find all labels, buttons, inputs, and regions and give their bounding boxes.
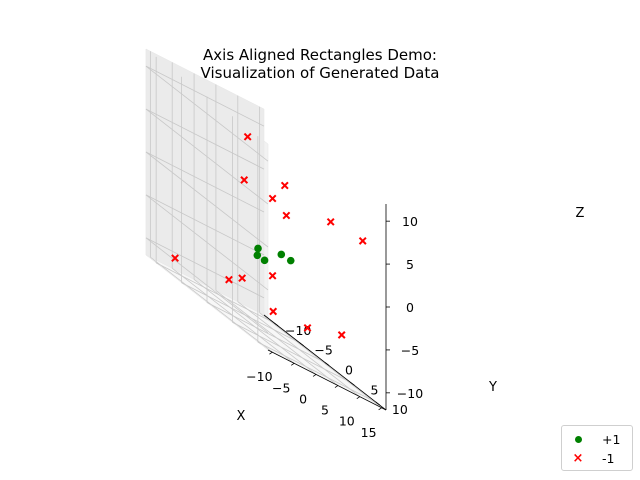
- legend-label: -1: [602, 450, 615, 466]
- x-axis-line: [267, 349, 387, 411]
- grid-lines: [145, 51, 382, 409]
- axis-panes: [145, 48, 387, 411]
- z-tick-label: 10: [402, 214, 418, 229]
- data-point-negative-stroke: [240, 176, 249, 184]
- grid-line-z-back: [145, 237, 265, 299]
- y-tick-label: 5: [370, 382, 378, 397]
- z-axis-label: Z: [576, 206, 585, 221]
- grid-line-z-back: [145, 108, 265, 170]
- chart-title-line2: Visualization of Generated Data: [200, 64, 440, 82]
- data-point-negative-stroke: [238, 274, 247, 283]
- circle-marker-icon: [574, 435, 582, 443]
- data-point-negative-stroke: [225, 275, 233, 284]
- data-point-negative: [269, 307, 278, 316]
- data-point-positive: [254, 244, 262, 253]
- data-point-positive: [260, 256, 269, 265]
- x-tick-mark: [356, 396, 360, 399]
- grid-line-y-floor: [232, 321, 351, 383]
- grid-line-z-left: [145, 151, 269, 248]
- data-point-negative-stroke: [268, 194, 277, 203]
- y-tick-label: −5: [314, 343, 332, 358]
- data-point-negative: [303, 323, 312, 332]
- data-point-negative: [225, 275, 233, 284]
- data-point-negative-stroke: [358, 237, 367, 245]
- data-point-negative: [268, 194, 277, 203]
- legend: +1 × -1: [561, 425, 633, 471]
- data-point-negative: [243, 132, 252, 141]
- x-tick-mark: [269, 351, 273, 355]
- z-tick-label: −10: [397, 386, 423, 401]
- legend-label: +1: [602, 431, 621, 447]
- x-tick-label: 5: [321, 403, 329, 418]
- data-point-negative-stroke: [326, 217, 335, 226]
- chart-title-line1: Axis Aligned Rectangles Demo:: [203, 46, 437, 64]
- x-tick-mark: [312, 374, 317, 377]
- y-tick-mark: [273, 322, 279, 327]
- z-tick-label: 0: [406, 300, 414, 315]
- x-marker-icon: ×: [572, 450, 584, 466]
- y-tick-mark: [375, 401, 381, 406]
- data-point-positive: [277, 250, 286, 259]
- grid-line-z-left: [145, 237, 269, 334]
- data-point-negative: [337, 331, 346, 339]
- x-tick-mark: [334, 385, 339, 388]
- x-tick-label: −10: [246, 369, 272, 384]
- grid-line-z-left: [145, 108, 269, 205]
- grid-line-z-left: [145, 65, 269, 162]
- x-tick-mark: [378, 407, 382, 411]
- grid-line-y-floor: [181, 282, 300, 344]
- data-point-negative: [240, 176, 249, 184]
- data-point-negative: [238, 274, 247, 283]
- grid-line-y-floor: [206, 302, 326, 363]
- grid-line-z-back: [145, 151, 265, 213]
- z-tick-label: −5: [401, 343, 419, 358]
- y-tick-mark: [324, 362, 330, 366]
- y-tick-mark: [299, 342, 304, 347]
- x-tick-mark: [291, 363, 295, 366]
- x-tick-label: 0: [299, 391, 307, 406]
- y-axis-label: Y: [488, 380, 497, 395]
- y-tick-mark: [350, 381, 355, 386]
- chart-title: Axis Aligned Rectangles Demo: Visualizat…: [0, 46, 640, 82]
- axis-lines: [263, 204, 387, 411]
- legend-entry-positive: +1: [568, 430, 620, 448]
- data-point-negative: [358, 237, 367, 245]
- data-point-negative-stroke: [303, 323, 312, 332]
- grid-line-z-back: [145, 194, 265, 256]
- data-point-negative-stroke: [269, 307, 278, 316]
- grid-line-z-left: [145, 194, 269, 291]
- x-tick-label: −5: [272, 380, 290, 395]
- x-tick-label: 15: [361, 425, 377, 440]
- data-point-negative: [171, 254, 179, 263]
- data-point-negative-stroke: [243, 132, 252, 141]
- data-point-negative: [282, 211, 291, 220]
- z-tick-label: 5: [406, 257, 414, 272]
- data-point-positive: [253, 251, 262, 260]
- y-tick-label: 10: [392, 402, 408, 417]
- y-tick-label: 0: [345, 363, 353, 378]
- data-point-negative-stroke: [282, 211, 291, 220]
- data-point-negative-stroke: [337, 331, 346, 339]
- data-points: [171, 132, 367, 339]
- x-axis-label: X: [237, 409, 246, 424]
- data-point-negative: [280, 181, 289, 190]
- data-point-negative-stroke: [171, 254, 179, 263]
- data-point-positive: [286, 256, 295, 265]
- y-tick-label: −10: [285, 323, 311, 338]
- data-point-negative-stroke: [268, 271, 277, 280]
- x-tick-label: 10: [339, 414, 355, 429]
- grid-line-y-floor: [155, 262, 275, 324]
- data-point-negative-stroke: [280, 181, 289, 190]
- data-point-negative: [326, 217, 335, 226]
- data-point-negative: [268, 271, 277, 280]
- grid-line-z-back: [145, 65, 265, 127]
- grid-line-y-floor: [257, 341, 377, 403]
- legend-entry-negative: × -1: [568, 449, 615, 467]
